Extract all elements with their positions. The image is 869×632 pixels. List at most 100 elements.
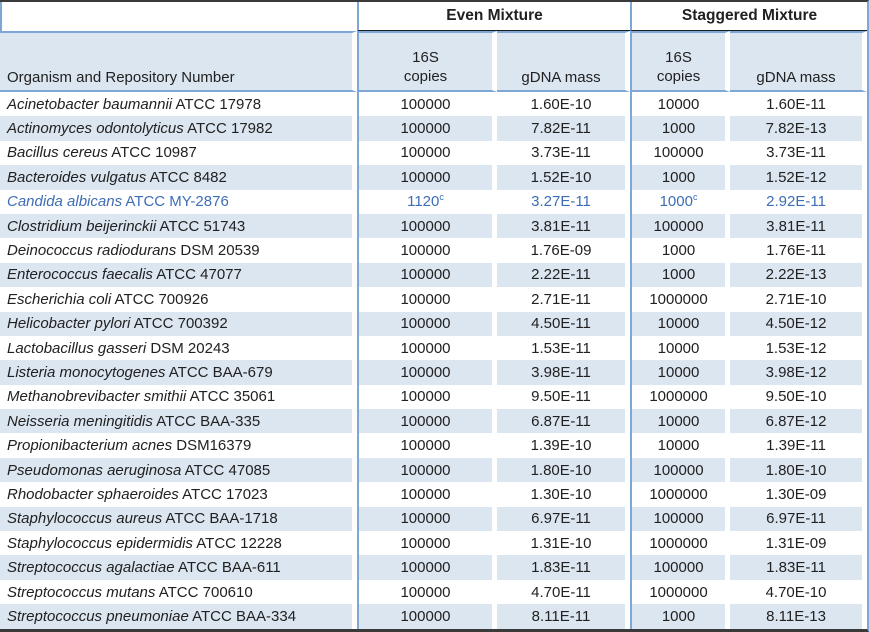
table-row: Enterococcus faecalis ATCC 47077 100000 … [0,262,867,288]
even-16s-copies-cell: 100000 [357,360,497,385]
table-row: Staphylococcus epidermidis ATCC 12228 10… [0,531,867,556]
organism-species: Rhodobacter sphaeroides [7,485,179,503]
organism-cell: Lactobacillus gasseri DSM 20243 [0,335,357,361]
staggered-16s-copies-cell: 1000000 [630,579,731,605]
table-row: Acinetobacter baumannii ATCC 17978 10000… [0,92,867,117]
table-body: Acinetobacter baumannii ATCC 17978 10000… [0,92,867,629]
organism-cell: Streptococcus pneumoniae ATCC BAA-334 [0,604,357,629]
group-header-row: Even Mixture Staggered Mixture [0,2,867,31]
even-gdna-mass-cell: 1.60E-10 [497,92,631,117]
organism-repository-number: ATCC BAA-334 [188,607,297,625]
staggered-gdna-mass-cell: 1.39E-11 [730,433,867,458]
organism-species: Bacillus cereus [7,144,108,162]
staggered-16s-copies-cell: 1000 [630,238,731,263]
organism-cell: Candida albicans ATCC MY-2876 [0,189,357,214]
organism-repository-number: ATCC 47077 [152,266,242,284]
even-gdna-mass-cell: 3.98E-11 [497,360,631,385]
organism-species: Enterococcus faecalis [7,266,153,284]
staggered-16s-copies-cell: 100000 [630,457,731,483]
organism-species: Staphylococcus aureus [7,510,163,528]
even-gdna-mass-cell: 6.87E-11 [497,409,631,434]
even-16s-copies-cell: 100000 [357,531,497,556]
organism-repository-number: ATCC MY-2876 [122,193,229,211]
organism-repository-number: DSM 20243 [146,339,230,357]
table-row: Methanobrevibacter smithii ATCC 35061 10… [0,384,867,410]
even-gdna-mass-cell: 7.82E-11 [497,116,631,141]
organism-species: Streptococcus mutans [7,583,156,601]
organism-repository-number: ATCC 8482 [146,168,227,186]
table-row: Clostridium beijerinckii ATCC 51743 1000… [0,213,867,239]
even-gdna-mass-cell: 1.76E-09 [497,238,631,263]
staggered-16s-copies-cell: 10000 [630,360,731,385]
organism-repository-number: ATCC 47085 [181,461,271,479]
even-16s-copies-cell: 1120c [357,189,497,214]
even-16s-copies-column-header: 16S copies [357,31,497,92]
organism-repository-number: ATCC 51743 [156,217,246,235]
organism-species: Pseudomonas aeruginosa [7,461,182,479]
staggered-16s-copies-cell: 100000 [630,506,731,532]
organism-species: Listeria monocytogenes [7,363,166,381]
staggered-16s-copies-cell: 1000000 [630,287,731,312]
staggered-16s-copies-cell: 1000c [630,189,731,214]
even-gdna-mass-cell: 1.31E-10 [497,531,631,556]
table-row: Propionibacterium acnes DSM16379 100000 … [0,433,867,458]
organism-cell: Actinomyces odontolyticus ATCC 17982 [0,116,357,141]
organism-cell: Acinetobacter baumannii ATCC 17978 [0,92,357,117]
organism-species: Bacteroides vulgatus [7,168,147,186]
organism-repository-number: ATCC BAA-335 [152,412,261,430]
even-16s-copies-cell: 100000 [357,262,497,288]
organism-cell: Deinococcus radiodurans DSM 20539 [0,238,357,263]
organism-cell: Listeria monocytogenes ATCC BAA-679 [0,360,357,385]
even-gdna-mass-cell: 1.53E-11 [497,335,631,361]
organism-species: Neisseria meningitidis [7,412,153,430]
organism-column-header: Organism and Repository Number [0,31,357,92]
organism-species: Actinomyces odontolyticus [7,120,184,138]
even-16s-copies-cell: 100000 [357,604,497,629]
organism-cell: Helicobacter pylori ATCC 700392 [0,311,357,336]
even-gdna-mass-cell: 9.50E-11 [497,384,631,410]
organism-cell: Clostridium beijerinckii ATCC 51743 [0,213,357,239]
staggered-16s-copies-cell: 10000 [630,92,731,117]
organism-species: Propionibacterium acnes [7,437,173,455]
staggered-gdna-mass-cell: 1.83E-11 [730,555,867,580]
even-gdna-mass-cell: 2.22E-11 [497,262,631,288]
organism-repository-number: ATCC 700392 [130,315,228,333]
staggered-gdna-mass-cell: 1.52E-12 [730,165,867,190]
even-gdna-mass-cell: 4.70E-11 [497,579,631,605]
staggered-16s-copies-cell: 10000 [630,335,731,361]
staggered-16s-copies-cell: 100000 [630,555,731,580]
organism-repository-number: ATCC BAA-1718 [162,510,278,528]
table-row: Pseudomonas aeruginosa ATCC 47085 100000… [0,457,867,483]
even-16s-copies-cell: 100000 [357,140,497,166]
table-row: Streptococcus pneumoniae ATCC BAA-334 10… [0,604,867,629]
organism-species: Streptococcus pneumoniae [7,607,189,625]
even-16s-copies-cell: 100000 [357,335,497,361]
staggered-16s-copies-cell: 1000000 [630,482,731,507]
even-16s-copies-cell: 100000 [357,165,497,190]
staggered-16s-copies-cell: 1000 [630,116,731,141]
even-16s-copies-cell: 100000 [357,213,497,239]
organism-repository-number: ATCC 35061 [186,388,276,406]
even-gdna-mass-cell: 1.39E-10 [497,433,631,458]
staggered-16s-copies-cell: 100000 [630,213,731,239]
even-16s-copies-cell: 100000 [357,433,497,458]
column-header-row: Organism and Repository Number 16S copie… [0,31,867,92]
staggered-16s-copies-cell: 100000 [630,140,731,166]
staggered-gdna-mass-cell: 7.82E-13 [730,116,867,141]
organism-repository-number: ATCC BAA-611 [174,559,281,577]
organism-repository-number: ATCC 17978 [172,95,262,113]
even-gdna-mass-cell: 1.30E-10 [497,482,631,507]
staggered-gdna-mass-cell: 2.92E-11 [730,189,867,214]
organism-species: Staphylococcus epidermidis [7,534,193,552]
staggered-16s-copies-cell: 1000 [630,165,731,190]
organism-cell: Propionibacterium acnes DSM16379 [0,433,357,458]
even-gdna-mass-cell: 3.27E-11 [497,189,631,214]
organism-cell: Pseudomonas aeruginosa ATCC 47085 [0,457,357,483]
organism-repository-number: ATCC 17982 [183,120,273,138]
copies-header-line2: copies [656,68,701,85]
table-row: Lactobacillus gasseri DSM 20243 100000 1… [0,335,867,361]
table-row: Bacteroides vulgatus ATCC 8482 100000 1.… [0,165,867,190]
table-row: Rhodobacter sphaeroides ATCC 17023 10000… [0,482,867,507]
